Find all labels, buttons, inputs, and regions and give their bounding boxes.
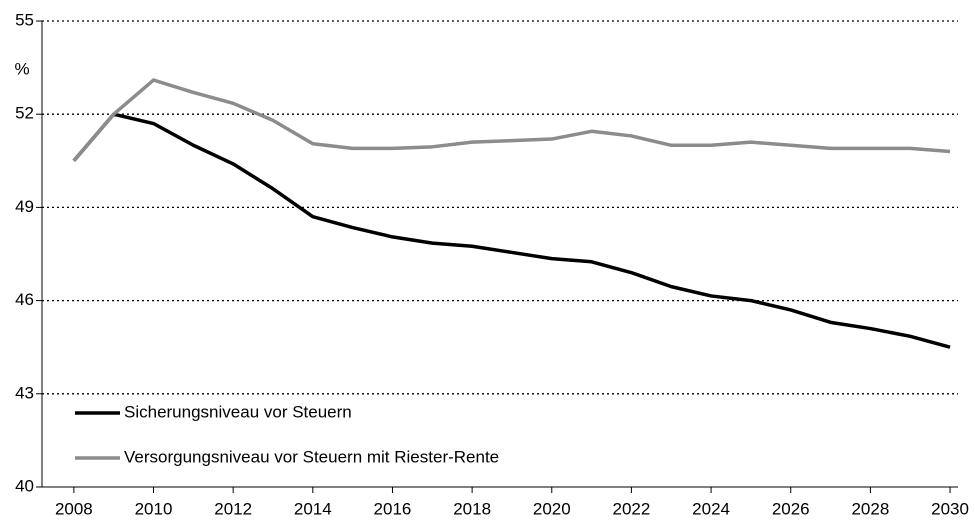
x-tick-label: 2010 bbox=[135, 499, 173, 518]
series-line bbox=[72, 112, 951, 349]
legend-label: Versorgungsniveau vor Steuern mit Rieste… bbox=[124, 447, 499, 466]
x-tick-label: 2018 bbox=[453, 499, 491, 518]
x-tick-label: 2020 bbox=[533, 499, 571, 518]
y-tick-label: 40 bbox=[15, 476, 34, 495]
y-axis-label: % bbox=[14, 59, 29, 78]
x-tick-label: 2012 bbox=[214, 499, 252, 518]
y-tick-label: 55 bbox=[15, 10, 34, 29]
x-tick-label: 2008 bbox=[55, 499, 93, 518]
y-tick-label: 46 bbox=[15, 290, 34, 309]
y-tick-label: 43 bbox=[15, 383, 34, 402]
x-tick-label: 2024 bbox=[692, 499, 730, 518]
x-tick-label: 2028 bbox=[851, 499, 889, 518]
x-tick-label: 2026 bbox=[772, 499, 810, 518]
legend-label: Sicherungsniveau vor Steuern bbox=[124, 402, 352, 421]
x-tick-label: 2014 bbox=[294, 499, 332, 518]
x-tick-label: 2030 bbox=[931, 499, 969, 518]
x-tick-label: 2016 bbox=[374, 499, 412, 518]
y-tick-label: 49 bbox=[15, 197, 34, 216]
x-tick-label: 2022 bbox=[613, 499, 651, 518]
y-tick-label: 52 bbox=[15, 104, 34, 123]
series-line bbox=[72, 78, 951, 162]
